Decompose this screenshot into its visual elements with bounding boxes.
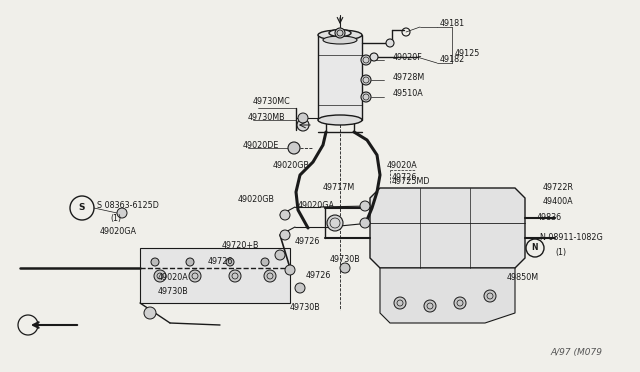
- Circle shape: [361, 75, 371, 85]
- Text: 49182: 49182: [440, 55, 465, 64]
- Text: 49181: 49181: [440, 19, 465, 28]
- Text: N: N: [532, 244, 538, 253]
- Circle shape: [361, 55, 371, 65]
- Circle shape: [275, 250, 285, 260]
- Text: 49730MB: 49730MB: [248, 113, 285, 122]
- Text: 49020DE: 49020DE: [243, 141, 280, 150]
- Circle shape: [454, 297, 466, 309]
- Circle shape: [226, 258, 234, 266]
- Polygon shape: [318, 35, 362, 120]
- Text: S 08363-6125D: S 08363-6125D: [97, 201, 159, 209]
- Circle shape: [261, 258, 269, 266]
- Circle shape: [285, 265, 295, 275]
- Circle shape: [335, 28, 345, 38]
- Text: 49730B: 49730B: [290, 304, 321, 312]
- Circle shape: [327, 215, 343, 231]
- Text: 49728M: 49728M: [393, 73, 425, 81]
- Circle shape: [424, 300, 436, 312]
- Circle shape: [484, 290, 496, 302]
- Ellipse shape: [323, 36, 357, 44]
- Text: 49717M: 49717M: [323, 183, 355, 192]
- Circle shape: [280, 230, 290, 240]
- Circle shape: [295, 283, 305, 293]
- Text: 49836: 49836: [537, 214, 562, 222]
- Ellipse shape: [318, 115, 362, 125]
- Text: 49125: 49125: [455, 48, 481, 58]
- Circle shape: [144, 307, 156, 319]
- Text: 49020A: 49020A: [387, 160, 418, 170]
- Circle shape: [360, 201, 370, 211]
- Circle shape: [151, 258, 159, 266]
- Text: 49726: 49726: [208, 257, 234, 266]
- Polygon shape: [370, 188, 525, 268]
- Circle shape: [360, 218, 370, 228]
- Polygon shape: [140, 248, 290, 303]
- Text: 49020GB: 49020GB: [273, 160, 310, 170]
- Text: 49020A: 49020A: [158, 273, 189, 282]
- Text: S: S: [79, 203, 85, 212]
- Text: (1): (1): [110, 214, 121, 222]
- Text: 49730B: 49730B: [330, 256, 361, 264]
- Circle shape: [229, 270, 241, 282]
- Text: 49726: 49726: [306, 270, 332, 279]
- Circle shape: [298, 113, 308, 123]
- Text: 49020F: 49020F: [393, 52, 423, 61]
- Text: 49725MD: 49725MD: [392, 177, 431, 186]
- Text: 49510A: 49510A: [393, 90, 424, 99]
- Circle shape: [154, 270, 166, 282]
- Circle shape: [297, 119, 309, 131]
- Circle shape: [361, 92, 371, 102]
- Text: 49400A: 49400A: [543, 198, 573, 206]
- Text: N 08911-1082G: N 08911-1082G: [540, 234, 603, 243]
- Text: A/97 (M079: A/97 (M079: [550, 348, 602, 357]
- Circle shape: [386, 39, 394, 47]
- Text: 49020GA: 49020GA: [298, 201, 335, 209]
- Text: 49726: 49726: [392, 173, 417, 183]
- Circle shape: [394, 297, 406, 309]
- Text: (1): (1): [555, 247, 566, 257]
- Circle shape: [186, 258, 194, 266]
- Ellipse shape: [318, 30, 362, 40]
- Text: 49020GA: 49020GA: [100, 228, 137, 237]
- Text: 49722R: 49722R: [543, 183, 574, 192]
- Text: 49020GB: 49020GB: [238, 196, 275, 205]
- Circle shape: [280, 210, 290, 220]
- Text: 49730B: 49730B: [158, 288, 189, 296]
- Polygon shape: [380, 268, 515, 323]
- Circle shape: [340, 263, 350, 273]
- Text: 49726: 49726: [295, 237, 321, 247]
- Circle shape: [288, 142, 300, 154]
- Ellipse shape: [329, 29, 351, 36]
- Circle shape: [264, 270, 276, 282]
- Text: 49730MC: 49730MC: [253, 97, 291, 106]
- Text: 49720+B: 49720+B: [222, 241, 259, 250]
- Circle shape: [370, 53, 378, 61]
- Circle shape: [189, 270, 201, 282]
- Text: 49850M: 49850M: [507, 273, 539, 282]
- Circle shape: [117, 208, 127, 218]
